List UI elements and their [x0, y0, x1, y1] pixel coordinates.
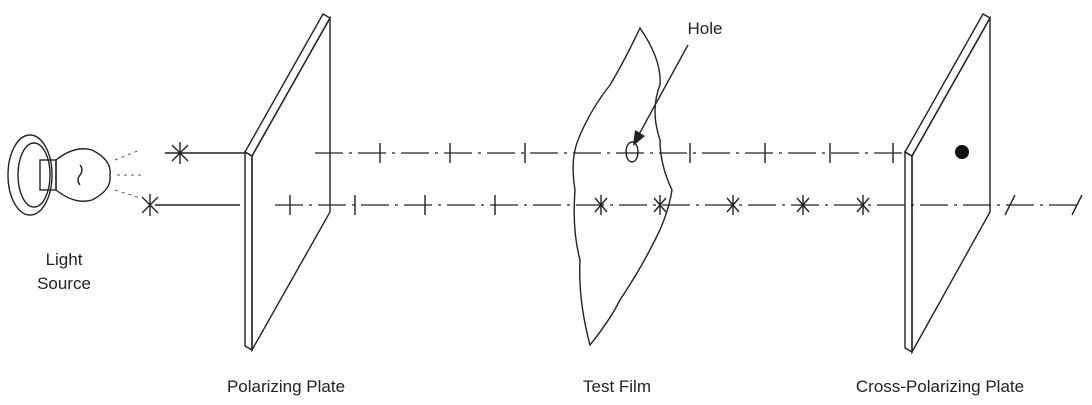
hole-label: Hole — [688, 19, 723, 38]
light-source-label: Light — [46, 250, 83, 269]
cross-polarizing-plate — [904, 13, 991, 355]
cross-polarizing-plate-label: Cross-Polarizing Plate — [856, 377, 1024, 396]
test-film — [572, 26, 673, 347]
polarizing-plate-label: Polarizing Plate — [227, 377, 345, 396]
star — [594, 195, 870, 215]
hole-arrow — [636, 44, 689, 139]
light-bulb — [7, 134, 142, 216]
test-film-label: Test Film — [583, 377, 651, 396]
polarization-tick — [289, 143, 1083, 216]
light-source-label: Source — [37, 274, 91, 293]
arrow-head — [633, 130, 645, 146]
star — [141, 142, 189, 216]
polarizing-plate — [244, 13, 331, 353]
